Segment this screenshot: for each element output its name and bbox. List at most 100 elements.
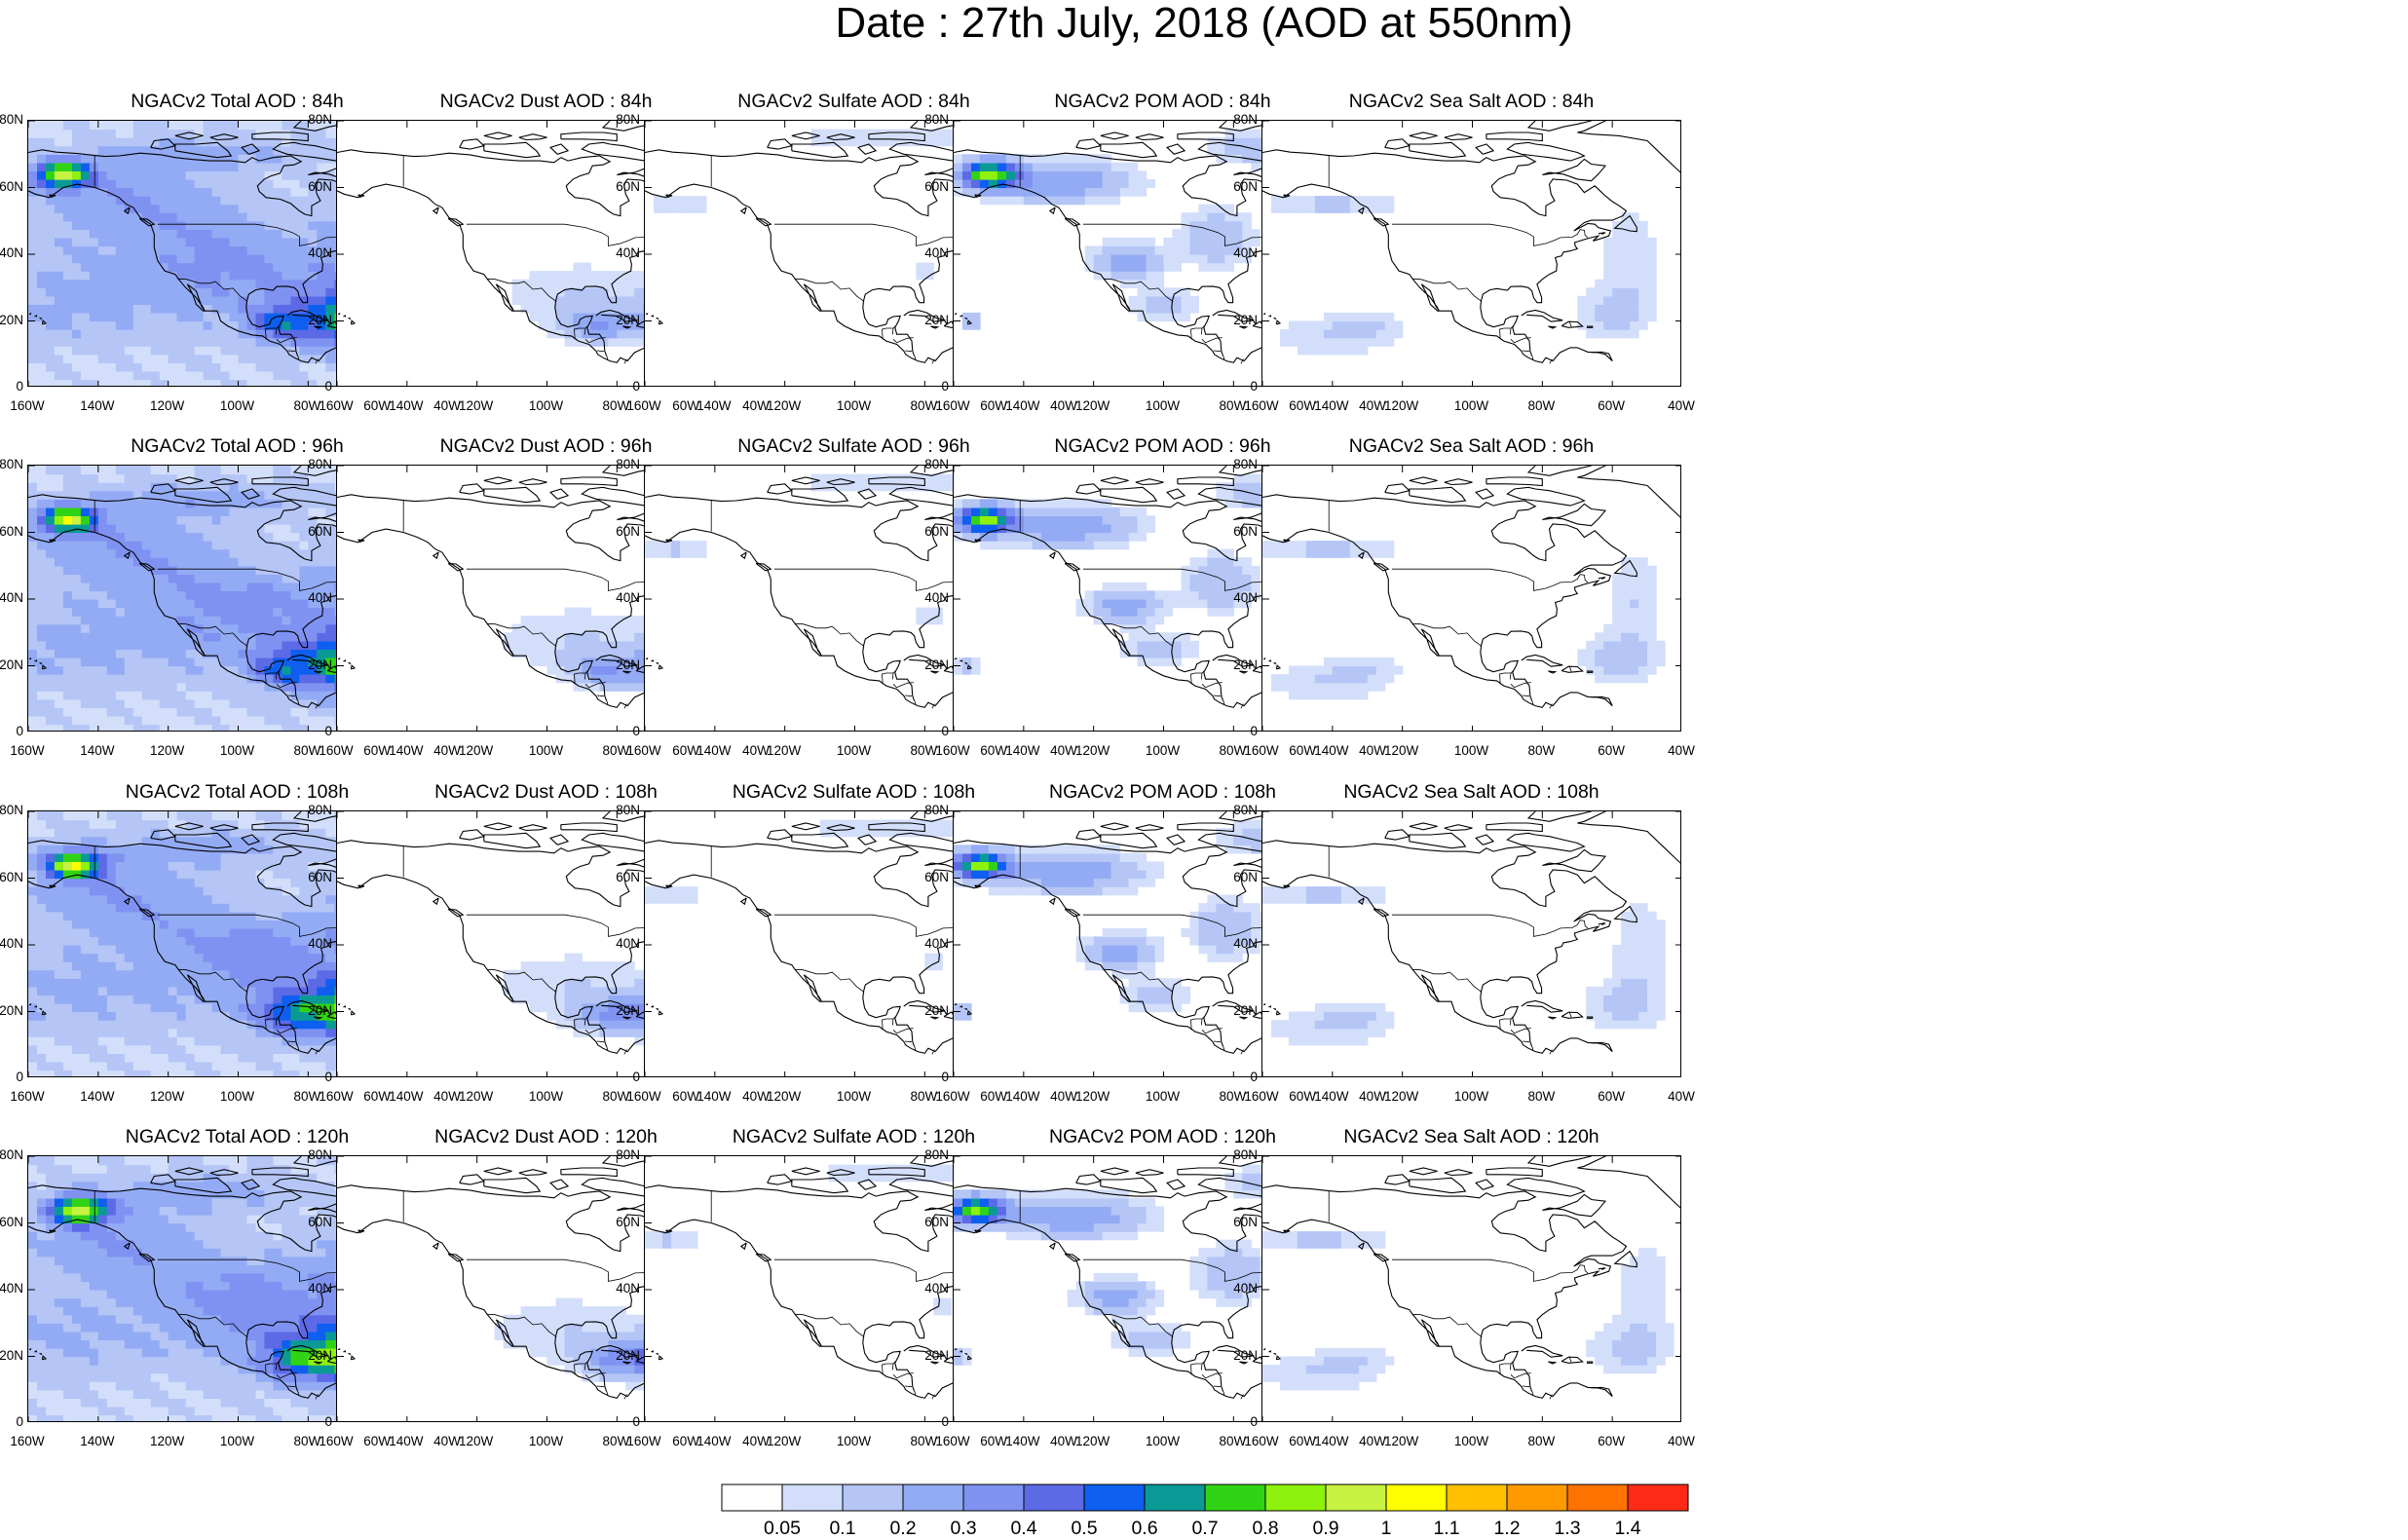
aod-cell <box>221 188 231 197</box>
aod-cell <box>46 616 56 624</box>
aod-cell <box>90 371 99 380</box>
aod-cell <box>204 566 213 575</box>
aod-cell <box>239 482 248 491</box>
aod-cell <box>46 641 56 650</box>
aod-cell <box>204 137 213 146</box>
aod-cell <box>325 608 335 617</box>
aod-cell <box>247 379 257 387</box>
aod-cell <box>160 474 169 483</box>
aod-cell <box>46 313 56 321</box>
aod-cell <box>290 641 300 650</box>
aod-cell <box>133 474 143 483</box>
aod-cell <box>28 137 38 146</box>
aod-cell <box>1129 238 1139 246</box>
aod-cell <box>1120 188 1130 197</box>
aod-cell <box>98 379 108 387</box>
aod-cell <box>317 707 326 716</box>
aod-cell <box>90 582 99 591</box>
aod-cell <box>72 632 82 641</box>
aod-cell <box>133 137 143 146</box>
aod-cell <box>1251 163 1260 171</box>
aod-cell <box>28 466 38 474</box>
aod-cell <box>299 196 309 205</box>
aod-cell <box>151 121 161 130</box>
aod-cell <box>565 616 575 624</box>
aod-cell <box>1182 313 1191 321</box>
aod-cell <box>290 212 300 221</box>
aod-cell <box>160 379 169 387</box>
aod-cell <box>151 507 161 516</box>
aod-cell <box>37 691 47 699</box>
country-border <box>597 351 604 352</box>
aod-cell <box>63 137 73 146</box>
aod-cell <box>72 499 82 507</box>
lat-tick-label: 80N <box>297 457 332 471</box>
aod-cell <box>212 616 222 624</box>
aod-cell <box>186 238 196 246</box>
aod-cell <box>142 507 152 516</box>
aod-cell <box>46 355 56 363</box>
aod-cell <box>1120 541 1130 549</box>
aod-cell <box>204 649 213 657</box>
aod-cell <box>547 329 557 338</box>
aod-cell <box>530 280 540 288</box>
aod-cell <box>125 482 134 491</box>
aod-cell <box>1138 296 1148 305</box>
country-border <box>1510 328 1511 335</box>
aod-cell <box>55 524 64 533</box>
aod-cell <box>290 196 300 205</box>
aod-cell <box>1050 507 1060 516</box>
aod-cell <box>177 574 187 582</box>
aod-cell <box>247 371 257 380</box>
aod-cell <box>256 205 266 213</box>
aod-cell <box>133 707 143 716</box>
aod-cell <box>317 229 326 238</box>
aod-cell <box>1085 245 1095 254</box>
aod-cell <box>46 574 56 582</box>
aod-cell <box>1306 321 1316 330</box>
aod-cell <box>204 507 213 516</box>
aod-cell <box>195 683 205 692</box>
aod-cell <box>247 608 257 617</box>
coastline <box>484 142 541 157</box>
aod-cell <box>264 524 274 533</box>
aod-cell <box>565 271 575 280</box>
aod-cell <box>133 179 143 188</box>
aod-cell <box>28 632 38 641</box>
aod-cell <box>204 666 213 675</box>
aod-cell <box>28 699 38 708</box>
aod-cell <box>273 691 282 699</box>
aod-cell <box>195 271 205 280</box>
aod-cell <box>1006 163 1016 171</box>
aod-cell <box>1085 188 1095 197</box>
aod-cell <box>142 362 152 371</box>
aod-cell <box>37 674 47 683</box>
aod-cell <box>582 296 591 305</box>
aod-cell <box>28 229 38 238</box>
aod-cell <box>1586 304 1596 313</box>
aod-cell <box>980 196 990 205</box>
aod-cell <box>1068 507 1077 516</box>
aod-cell <box>1577 313 1587 321</box>
aod-cell <box>1138 280 1148 288</box>
aod-cell <box>28 566 38 575</box>
aod-cell <box>90 683 99 692</box>
aod-cell <box>151 212 161 221</box>
aod-cell <box>169 582 178 591</box>
aod-cell <box>221 338 231 347</box>
aod-cell <box>204 238 213 246</box>
aod-cell <box>186 346 196 355</box>
aod-cell <box>125 499 134 507</box>
aod-cell <box>512 641 522 650</box>
aod-cell <box>81 608 91 617</box>
aod-cell <box>169 212 178 221</box>
aod-cell <box>72 582 82 591</box>
aod-cell <box>37 624 47 633</box>
aod-cell <box>582 649 591 657</box>
aod-cell <box>98 179 108 188</box>
coastline <box>652 660 654 661</box>
lon-tick-label: 140W <box>377 743 435 758</box>
aod-cell <box>282 599 291 608</box>
aod-cell <box>90 566 99 575</box>
aod-cell <box>72 616 82 624</box>
